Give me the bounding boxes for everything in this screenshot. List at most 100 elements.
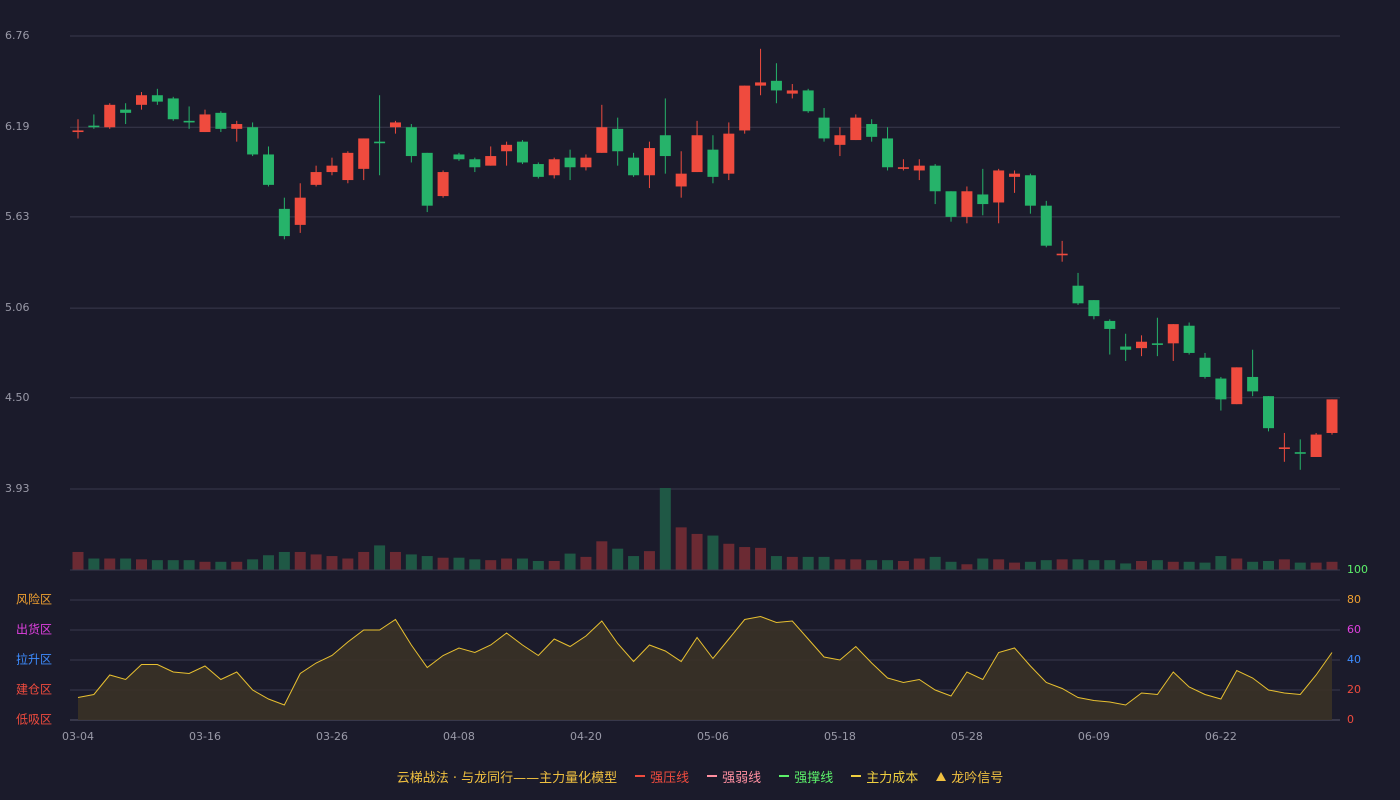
candle-body [564, 157, 576, 168]
legend-item: 强压线 [635, 767, 689, 786]
legend: 云梯战法 · 与龙同行——主力量化模型 强压线 强弱线 强撑线 主力成本 龙吟信号 [0, 766, 1400, 786]
volume-bar [326, 556, 338, 570]
candle-body [1231, 367, 1243, 405]
candle-body [516, 141, 528, 163]
volume-bar [612, 548, 624, 570]
candle-body [882, 138, 894, 168]
volume-bar [389, 551, 401, 570]
volume-bar [278, 551, 290, 570]
legend-item: 强弱线 [707, 767, 761, 786]
legend-icon [779, 775, 790, 777]
candle-body [675, 173, 687, 187]
candle-body [469, 159, 481, 168]
candle-body [485, 156, 497, 166]
candle-body [548, 159, 560, 176]
candle-body [183, 120, 195, 123]
volume-bar [755, 547, 767, 570]
candle-body [437, 172, 449, 197]
candle-body [247, 127, 259, 155]
candle-body [1009, 173, 1021, 177]
volume-bar [167, 560, 179, 570]
volume-bar [628, 556, 640, 570]
volume-bar [659, 488, 671, 570]
candle-body [1199, 357, 1211, 377]
volume-bar [72, 551, 84, 570]
candle-body [1310, 434, 1322, 457]
candle-body [389, 122, 401, 128]
volume-bar [818, 556, 830, 570]
volume-bar [183, 560, 195, 570]
candle-body [850, 117, 862, 141]
candle-body [310, 172, 322, 185]
candle-body [167, 98, 179, 120]
candle-body [977, 194, 989, 205]
candle-body [993, 170, 1005, 203]
x-tick-label: 05-18 [824, 730, 856, 743]
volume-bar [913, 558, 925, 570]
legend-icon [936, 771, 947, 781]
volume-bar [1056, 559, 1068, 570]
volume-bar [1167, 561, 1179, 570]
volume-bar [247, 559, 259, 570]
candle-body [151, 95, 163, 102]
candle-body [1136, 341, 1148, 349]
volume-bar [929, 556, 941, 570]
volume-bar [421, 556, 433, 570]
candle-body [643, 148, 655, 176]
legend-item: 强撑线 [779, 767, 833, 786]
candle-body [262, 154, 274, 185]
candle-body [88, 125, 100, 128]
legend-icon [635, 775, 646, 777]
legend-icon [707, 775, 718, 777]
volume-bar [1040, 560, 1052, 570]
volume-bar [1215, 556, 1227, 570]
candle-body [1088, 300, 1100, 317]
candle-body [739, 85, 751, 131]
x-tick-label: 04-20 [570, 730, 602, 743]
candle-body [707, 149, 719, 177]
candle-body [1215, 378, 1227, 400]
oscillator-line [77, 615, 1333, 706]
x-tick-label: 04-08 [443, 730, 475, 743]
volume-bar [1326, 561, 1338, 570]
candle-body [628, 157, 640, 176]
volume-bar [1088, 560, 1100, 570]
x-tick-label: 05-28 [951, 730, 983, 743]
volume-bar [564, 553, 576, 570]
legend-label: 强撑线 [794, 770, 834, 786]
candle-body [532, 164, 544, 177]
x-tick-label: 06-09 [1078, 730, 1110, 743]
volume-bar [1278, 559, 1290, 570]
volume-bar [596, 541, 608, 570]
candle-body [866, 124, 878, 137]
volume-bar [1199, 562, 1211, 570]
volume-bar [1024, 561, 1036, 570]
zone-label: 风险区 [16, 592, 52, 607]
candle-body [120, 109, 132, 113]
candle-body [834, 135, 846, 145]
legend-label: 龙吟信号 [951, 770, 1004, 786]
candle-body [1040, 205, 1052, 246]
volume-bar [1310, 562, 1322, 570]
volume-bar [1151, 560, 1163, 570]
candle-body [294, 197, 306, 225]
volume-bar [739, 547, 751, 570]
candle-body [1263, 396, 1275, 429]
volume-bar [1263, 560, 1275, 570]
candle-body [1278, 447, 1290, 449]
candle-body [1120, 346, 1132, 350]
y-tick-label: 6.76 [5, 29, 30, 42]
volume-bar [770, 556, 782, 570]
candle-body [580, 157, 592, 168]
volume-bar [151, 560, 163, 570]
candle-body [1247, 376, 1259, 392]
candle-body [913, 165, 925, 171]
volume-bar [897, 560, 909, 570]
candle-body [453, 154, 465, 160]
volume-bar [961, 564, 973, 570]
y2-tick-label: 80 [1347, 593, 1361, 606]
volume-bar [199, 561, 211, 570]
candle-body [723, 133, 735, 174]
volume-bar [231, 561, 243, 570]
